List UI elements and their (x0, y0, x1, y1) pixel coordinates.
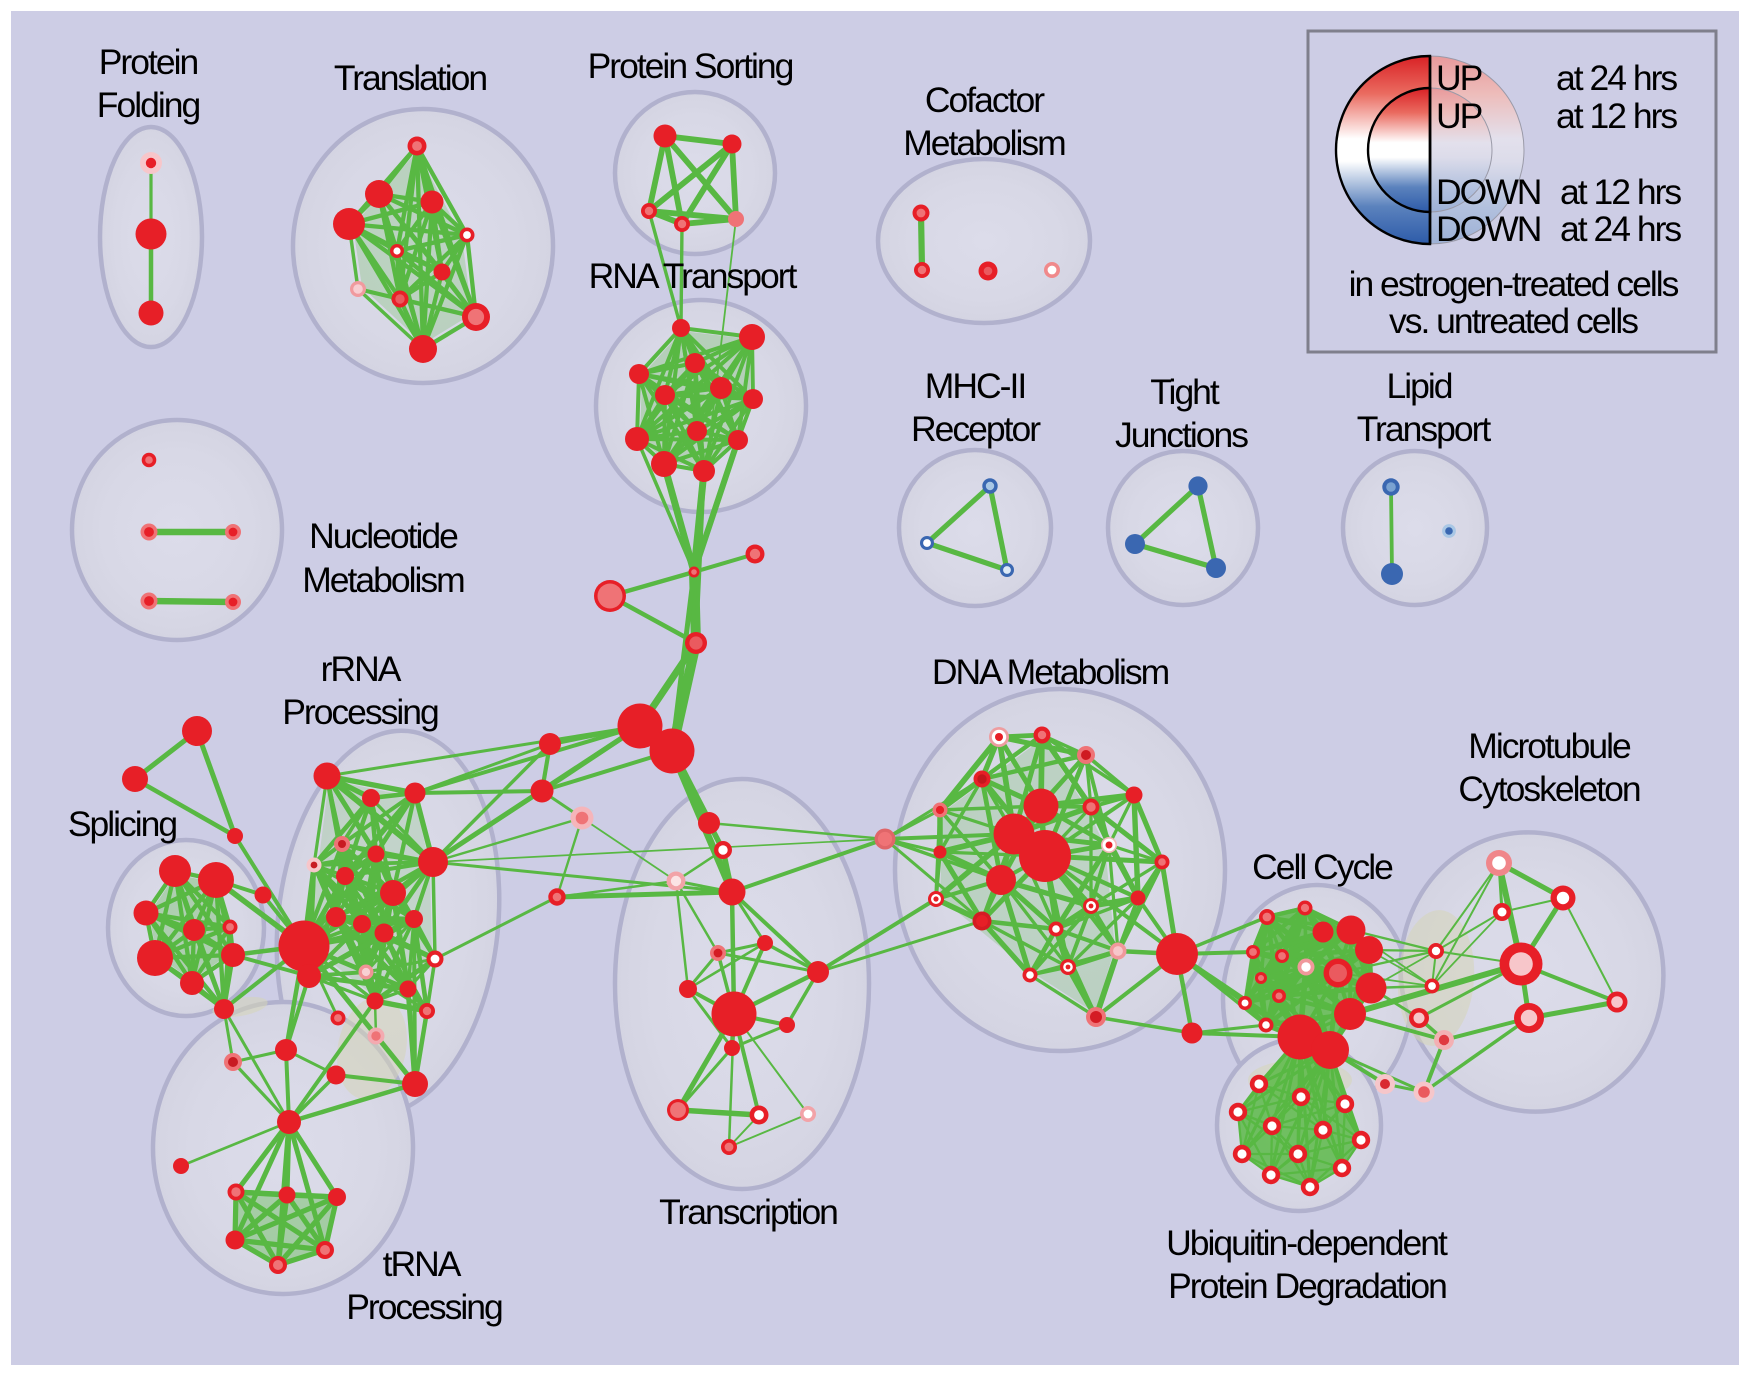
svg-text:DOWN: DOWN (1436, 209, 1540, 249)
svg-text:Tight: Tight (1150, 372, 1220, 412)
svg-text:Cofactor: Cofactor (925, 80, 1045, 120)
svg-text:RNA Transport: RNA Transport (589, 256, 798, 296)
svg-text:MHC-II: MHC-II (925, 366, 1025, 406)
svg-text:Translation: Translation (334, 58, 487, 98)
svg-text:in estrogen-treated cells: in estrogen-treated cells (1349, 264, 1679, 304)
svg-text:rRNA: rRNA (321, 649, 402, 689)
svg-text:Lipid: Lipid (1386, 366, 1451, 406)
svg-text:tRNA: tRNA (383, 1244, 462, 1284)
svg-text:Transcription: Transcription (659, 1192, 837, 1232)
svg-text:Ubiquitin-dependent: Ubiquitin-dependent (1166, 1223, 1448, 1263)
svg-text:Cytoskeleton: Cytoskeleton (1458, 769, 1639, 809)
svg-text:DNA Metabolism: DNA Metabolism (932, 652, 1169, 692)
svg-text:Cell Cycle: Cell Cycle (1252, 847, 1393, 887)
svg-text:Metabolism: Metabolism (302, 560, 464, 600)
svg-text:Processing: Processing (282, 692, 438, 732)
svg-text:at 12 hrs: at 12 hrs (1556, 96, 1677, 136)
svg-text:UP: UP (1436, 58, 1482, 98)
svg-text:Protein Degradation: Protein Degradation (1168, 1266, 1446, 1306)
svg-text:Protein: Protein (99, 42, 198, 82)
svg-text:Protein Sorting: Protein Sorting (588, 46, 793, 86)
svg-text:Nucleotide: Nucleotide (309, 516, 458, 556)
svg-text:Splicing: Splicing (68, 804, 177, 844)
svg-text:Processing: Processing (346, 1287, 502, 1327)
svg-text:at 24 hrs: at 24 hrs (1560, 209, 1681, 249)
svg-text:at 12 hrs: at 12 hrs (1560, 172, 1681, 212)
svg-text:Folding: Folding (97, 85, 200, 125)
svg-text:Transport: Transport (1357, 409, 1492, 449)
svg-text:UP: UP (1436, 96, 1482, 136)
svg-text:Microtubule: Microtubule (1468, 726, 1631, 766)
svg-text:at 24 hrs: at 24 hrs (1556, 58, 1677, 98)
svg-text:Receptor: Receptor (911, 409, 1041, 449)
svg-text:Junctions: Junctions (1115, 415, 1248, 455)
svg-text:vs. untreated cells: vs. untreated cells (1389, 301, 1638, 341)
svg-text:DOWN: DOWN (1436, 172, 1540, 212)
svg-text:Metabolism: Metabolism (903, 123, 1065, 163)
